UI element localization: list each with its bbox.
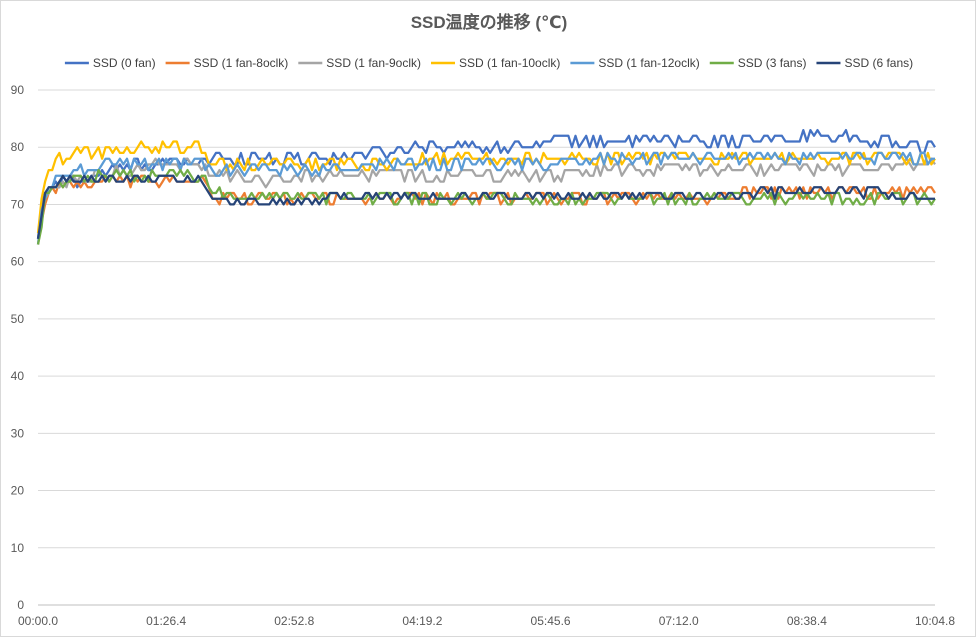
y-tick-label: 50 [11,312,25,326]
series-line [36,168,936,245]
series-line [36,128,936,239]
x-tick-label: 01:26.4 [146,614,186,628]
y-tick-label: 10 [11,541,25,555]
legend-label: SSD (0 fan) [93,56,156,70]
chart-title: SSD温度の推移 (℃) [411,12,568,32]
y-tick-label: 40 [11,369,25,383]
y-tick-label: 80 [11,140,25,154]
y-tick-label: 0 [17,598,24,612]
y-tick-label: 20 [11,484,25,498]
series-line [36,151,935,245]
y-axis: 0 10 20 30 40 50 60 70 80 90 [11,83,25,612]
x-tick-label: 08:38.4 [787,614,827,628]
x-tick-label: 02:52.8 [274,614,314,628]
y-tick-label: 90 [11,83,25,97]
x-tick-label: 10:04.8 [915,614,955,628]
legend-label: SSD (6 fans) [844,56,913,70]
x-tick-label: 04:19.2 [402,614,442,628]
legend-label: SSD (3 fans) [738,56,807,70]
legend-label: SSD (1 fan-10oclk) [459,56,560,70]
x-tick-label: 07:12.0 [659,614,699,628]
legend-label: SSD (1 fan-8oclk) [194,56,289,70]
y-tick-label: 30 [11,426,25,440]
y-tick-label: 60 [11,255,25,269]
x-tick-label: 00:00.0 [18,614,58,628]
y-tick-label: 70 [11,197,25,211]
x-tick-label: 05:45.6 [531,614,571,628]
gridlines [38,89,935,606]
series-line [36,174,936,245]
series-line [36,174,935,239]
legend: SSD (0 fan) SSD (1 fan-8oclk) SSD (1 fan-9… [64,56,913,70]
plot-area [36,128,936,245]
x-axis: 00:00.0 01:26.4 02:52.8 04:19.2 05:45.6 07:12… [18,614,955,628]
legend-label: SSD (1 fan-12oclk) [598,56,699,70]
legend-label: SSD (1 fan-9oclk) [326,56,421,70]
